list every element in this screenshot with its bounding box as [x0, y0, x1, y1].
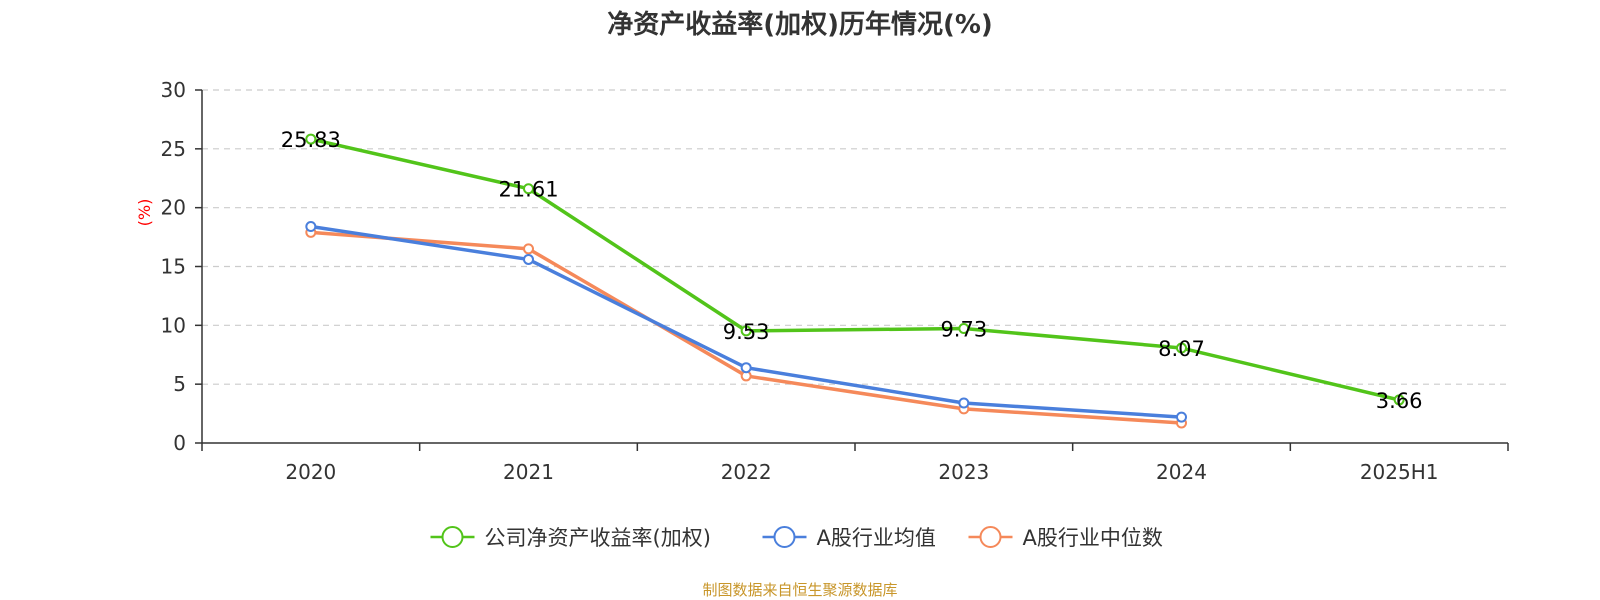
- x-tick-label: 2025H1: [1360, 460, 1439, 484]
- legend-item[interactable]: A股行业均值: [762, 526, 936, 550]
- y-tick-label: 5: [173, 372, 186, 396]
- data-point: [958, 397, 970, 409]
- data-point: [1176, 342, 1187, 354]
- y-tick-label: 20: [161, 196, 186, 220]
- axes: 0 5 10 15 20 25 30 (%) 2020 2021 2022 2023 2024 2025H…: [135, 78, 1509, 484]
- data-point: [740, 325, 752, 337]
- data-point: [1393, 394, 1405, 406]
- chart-title: 净资产收益率(加权)历年情况(%): [607, 10, 993, 40]
- data-label: 25.83: [281, 128, 341, 152]
- data-label: 9.73: [940, 318, 987, 342]
- x-tick-label: 2021: [503, 460, 554, 484]
- data-label: 8.07: [1158, 337, 1205, 361]
- data-label: 21.61: [498, 178, 558, 202]
- data-point: [523, 183, 534, 195]
- legend-label: A股行业均值: [817, 526, 936, 550]
- legend[interactable]: 公司净资产收益率(加权) A股行业均值 A股行业中位数: [430, 526, 1163, 550]
- legend-label: A股行业中位数: [1023, 526, 1163, 550]
- legend-marker-icon: [441, 526, 464, 548]
- y-tick-label: 0: [173, 431, 186, 455]
- data-point: [305, 220, 317, 232]
- legend-label: 公司净资产收益率(加权): [485, 526, 711, 550]
- data-point: [1176, 411, 1187, 423]
- data-point: [740, 362, 752, 374]
- x-tick-label: 2020: [285, 460, 336, 484]
- legend-item[interactable]: 公司净资产收益率(加权): [430, 526, 711, 550]
- grid-lines: [202, 89, 1508, 385]
- y-tick-label: 10: [161, 313, 186, 337]
- x-tick-label: 2023: [938, 460, 989, 484]
- data-point: [958, 323, 970, 335]
- series-lines: [305, 133, 1405, 429]
- data-label: 3.66: [1376, 389, 1423, 413]
- legend-marker-icon: [979, 526, 1002, 548]
- data-label: 9.53: [723, 320, 770, 344]
- data-point: [305, 133, 317, 145]
- x-tick-label: 2024: [1156, 460, 1207, 484]
- x-tick-label: 2022: [721, 460, 772, 484]
- y-tick-label: 15: [161, 255, 186, 279]
- source-note: 制图数据来自恒生聚源数据库: [702, 581, 898, 599]
- series-line: [310, 137, 1400, 402]
- legend-marker-icon: [773, 526, 796, 548]
- y-tick-label: 25: [161, 137, 186, 161]
- data-point: [523, 253, 534, 265]
- data-point: [523, 243, 534, 255]
- y-tick-label: 30: [161, 78, 186, 102]
- legend-item[interactable]: A股行业中位数: [968, 526, 1163, 550]
- data-labels: 25.83 21.61 9.53 9.73 8.07 3.66: [281, 128, 1423, 413]
- y-axis-label: (%): [135, 199, 154, 227]
